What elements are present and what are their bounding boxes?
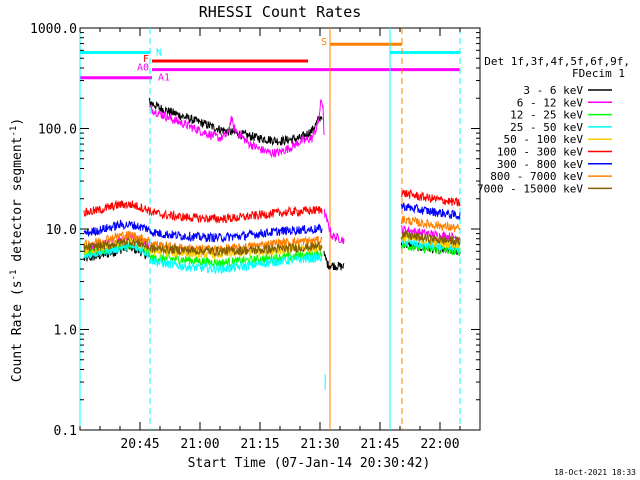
series-3-segment-3 [400, 236, 461, 254]
x-axis-label: Start Time (07-Jan-14 20:30:42) [188, 456, 431, 471]
x-tick-label-4: 21:45 [360, 437, 399, 452]
series-1-segment-1 [148, 99, 325, 159]
legend-header-decim: FDecim 1 [572, 67, 625, 80]
y-tick-label-3: 100.0 [38, 123, 77, 138]
legend-label-5: 100 - 300 keV [497, 146, 583, 159]
series-0-segment-2 [323, 250, 345, 272]
series-6-segment-0 [83, 219, 150, 237]
series-5-segment-1 [148, 204, 323, 224]
series-6-segment-1 [148, 223, 323, 243]
flag-label-5: S [321, 37, 327, 48]
series-3 [83, 236, 461, 390]
y-tick-label-4: 1000.0 [30, 22, 77, 37]
series-2-segment-1 [148, 250, 323, 268]
data-series [83, 97, 461, 390]
series-8-segment-2 [400, 230, 461, 247]
y-tick-label-2: 10.0 [46, 223, 77, 238]
y-label-mid: detector segment [10, 137, 25, 270]
y-label-main: Count Rate (s [10, 280, 25, 382]
flag-label-2: F [143, 54, 149, 65]
series-3-segment-0 [83, 241, 150, 260]
chart-title: RHESSI Count Rates [199, 3, 362, 21]
series-8-segment-0 [83, 236, 150, 253]
legend-header-detectors: Det 1f,3f,4f,5f,6f,9f, [484, 55, 630, 68]
legend-label-1: 6 - 12 keV [517, 96, 584, 109]
series-3-segment-1 [148, 252, 323, 275]
x-tick-label-0: 20:45 [120, 437, 159, 452]
legend-label-2: 12 - 25 keV [510, 109, 583, 122]
series-7-segment-2 [400, 215, 461, 233]
y-axis-label: Count Rate (s-1 detector segment-1) [9, 118, 25, 382]
y-label-end: ) [10, 118, 25, 126]
x-tick-label-1: 21:00 [180, 437, 219, 452]
y-tick-label-0: 0.1 [54, 424, 77, 439]
flag-label-3: A0 [137, 63, 149, 74]
series-6 [83, 202, 461, 243]
flag-label-0: N [156, 48, 162, 59]
legend-label-4: 50 - 100 keV [504, 133, 584, 146]
legend: Det 1f,3f,4f,5f,6f,9f, FDecim 1 3 - 6 ke… [477, 55, 630, 195]
legend-label-8: 7000 - 15000 keV [477, 182, 583, 195]
y-tick-label-1: 1.0 [54, 324, 77, 339]
series-1-segment-2 [323, 208, 345, 245]
legend-label-6: 300 - 800 keV [497, 158, 583, 171]
x-tick-label-3: 21:30 [300, 437, 339, 452]
y-label-sup-2: -1 [9, 126, 19, 137]
series-8-segment-1 [148, 242, 323, 257]
y-label-sup-1: -1 [9, 270, 19, 281]
time-markers [79, 28, 461, 430]
footer-timestamp: 18-Oct-2021 18:33 [554, 468, 636, 477]
legend-label-0: 3 - 6 keV [523, 84, 583, 97]
x-tick-label-5: 22:00 [420, 437, 459, 452]
series-5-segment-2 [401, 189, 461, 207]
series-5-segment-0 [83, 199, 150, 217]
series-6-segment-2 [400, 202, 461, 220]
legend-label-3: 25 - 50 keV [510, 121, 583, 134]
x-tick-label-2: 21:15 [240, 437, 279, 452]
legend-label-7: 800 - 7000 keV [490, 170, 583, 183]
series-8 [83, 230, 461, 257]
series-5 [83, 189, 461, 224]
flag-label-4: A1 [158, 73, 170, 84]
axes: 20:45 21:00 21:15 21:30 21:45 22:00 0.1 1.0 10.0… [30, 22, 481, 452]
